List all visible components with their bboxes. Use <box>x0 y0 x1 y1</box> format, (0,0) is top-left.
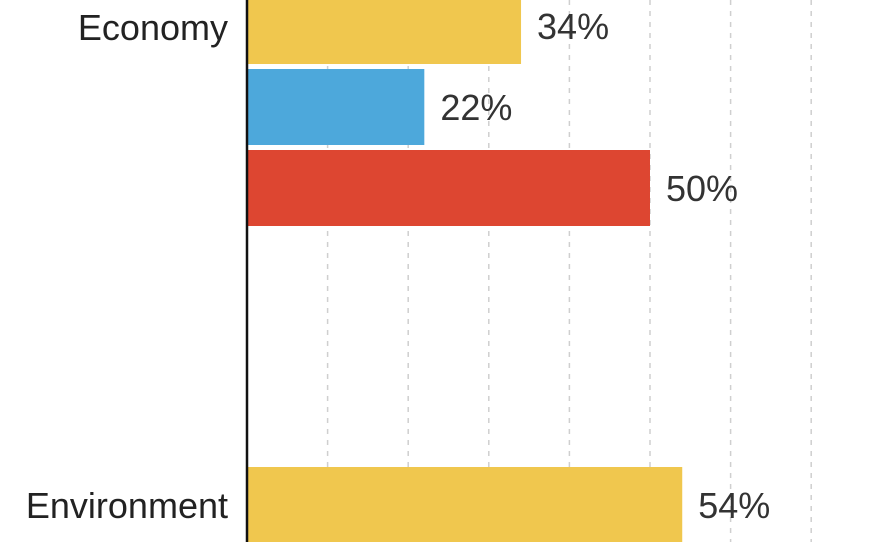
bar-environment-1 <box>247 467 683 542</box>
bars: 34% 22% 50% 54% <box>247 0 770 542</box>
bar-economy-3 <box>247 150 650 226</box>
value-label-economy-2: 22% <box>440 87 512 128</box>
value-label-economy-3: 50% <box>666 168 738 209</box>
value-label-economy-1: 34% <box>537 6 609 47</box>
bar-economy-1 <box>247 0 522 64</box>
category-label-environment: Environment <box>26 485 228 526</box>
category-label-economy: Economy <box>78 7 228 48</box>
bar-economy-2 <box>247 69 425 145</box>
value-label-environment-1: 54% <box>698 485 770 526</box>
